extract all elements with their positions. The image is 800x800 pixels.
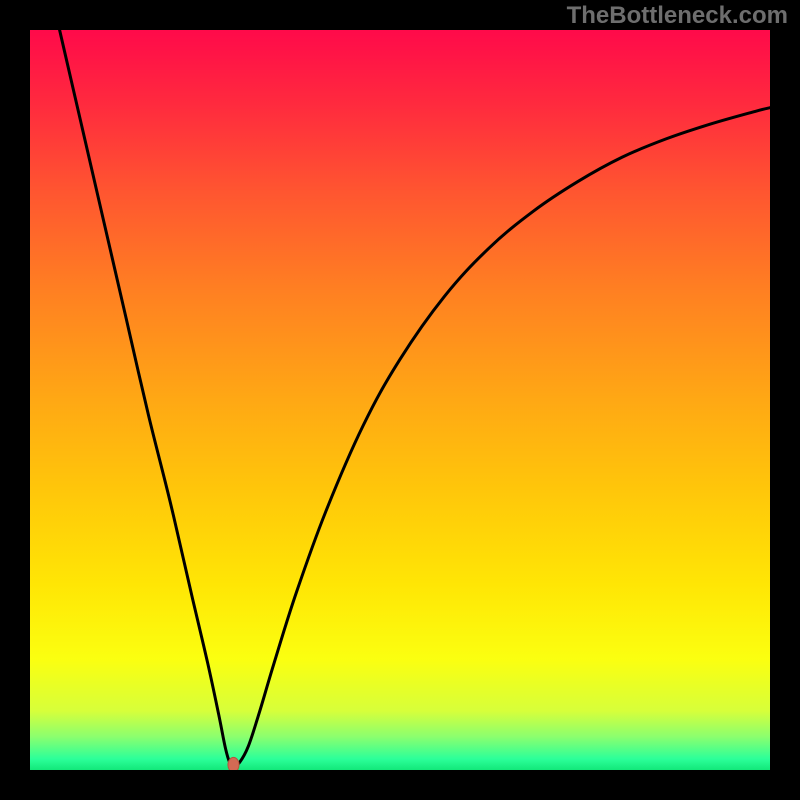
chart-svg	[30, 30, 770, 770]
chart-frame: TheBottleneck.com	[0, 0, 800, 800]
plot-area	[30, 30, 770, 770]
attribution-text: TheBottleneck.com	[567, 2, 788, 30]
minimum-marker	[228, 757, 239, 770]
